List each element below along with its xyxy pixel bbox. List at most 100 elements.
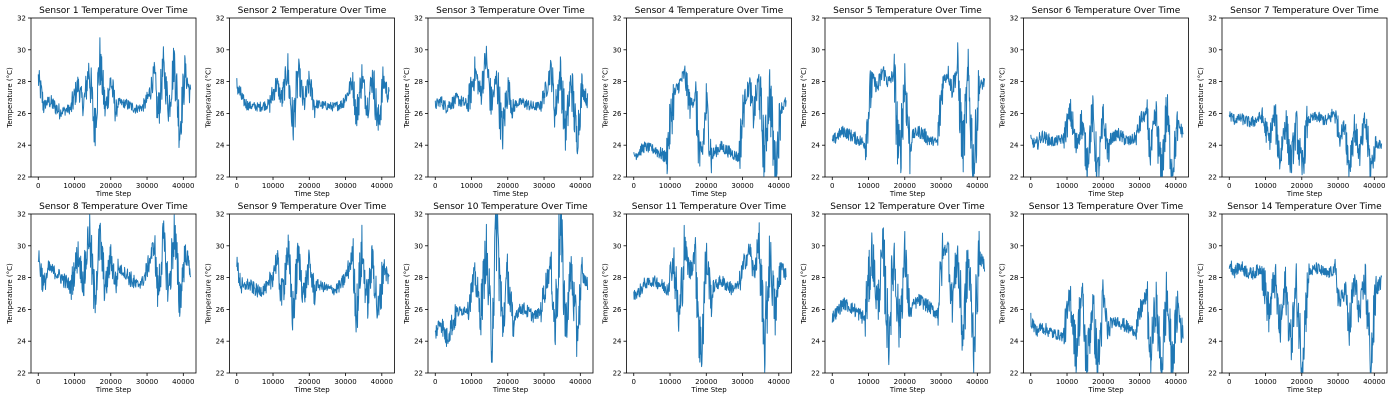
- panel-title: Sensor 8 Temperature Over Time: [39, 202, 188, 212]
- x-tick-label: 10000: [1254, 378, 1276, 386]
- y-tick-label: 24: [811, 338, 820, 346]
- y-tick-label: 30: [1208, 46, 1217, 54]
- temperature-series-line: [1030, 271, 1184, 373]
- y-tick-label: 30: [1010, 242, 1019, 250]
- x-tick-label: 0: [830, 378, 834, 386]
- y-tick-label: 26: [414, 110, 423, 118]
- x-tick-label: 30000: [334, 378, 356, 386]
- y-tick-label: 22: [613, 370, 622, 378]
- y-tick-label: 26: [1010, 110, 1019, 118]
- y-axis-label: Temperature (°C): [800, 67, 808, 129]
- chart-panel: Sensor 7 Temperature Over Time 0 10000 2000…: [1197, 6, 1388, 198]
- x-tick-label: 0: [235, 182, 239, 190]
- x-axis-label: Time Step: [1087, 386, 1124, 394]
- temperature-series-line: [1228, 258, 1383, 373]
- x-tick-label: 30000: [136, 378, 158, 386]
- temperature-series-line: [633, 65, 787, 177]
- x-tick-label: 10000: [659, 182, 681, 190]
- y-tick-label: 22: [414, 370, 423, 378]
- plot-frame: [30, 213, 197, 374]
- y-tick-label: 30: [1010, 46, 1019, 54]
- panel-title: Sensor 10 Temperature Over Time: [433, 202, 588, 212]
- x-tick-label: 30000: [1327, 182, 1349, 190]
- y-tick-label: 24: [613, 338, 622, 346]
- x-tick-label: 0: [36, 378, 40, 386]
- plot-frame: [824, 17, 991, 178]
- y-tick-label: 28: [216, 78, 225, 86]
- panel-title: Sensor 1 Temperature Over Time: [39, 6, 188, 16]
- x-tick-label: 10000: [460, 182, 482, 190]
- x-tick-label: 20000: [100, 378, 122, 386]
- x-tick-label: 20000: [298, 182, 320, 190]
- y-tick-label: 24: [1208, 338, 1217, 346]
- panel-title: Sensor 7 Temperature Over Time: [1230, 6, 1379, 16]
- y-tick-label: 22: [17, 370, 26, 378]
- x-axis-label: Time Step: [293, 386, 330, 394]
- x-tick-label: 0: [1227, 182, 1231, 190]
- x-tick-label: 10000: [1056, 182, 1078, 190]
- y-tick-label: 26: [1010, 306, 1019, 314]
- y-axis-label: Temperature (°C): [205, 263, 213, 325]
- chart-panel: Sensor 10 Temperature Over Time 0 10000 200…: [403, 202, 594, 394]
- plot-frame: [1221, 17, 1388, 178]
- x-tick-label: 40000: [1165, 182, 1187, 190]
- y-tick-label: 26: [216, 306, 225, 314]
- y-axis-label: Temperature (°C): [602, 263, 610, 325]
- x-tick-label: 40000: [966, 182, 988, 190]
- y-tick-label: 24: [216, 142, 225, 150]
- y-tick-label: 26: [1208, 306, 1217, 314]
- panel-title: Sensor 13 Temperature Over Time: [1029, 202, 1184, 212]
- x-tick-label: 30000: [533, 182, 555, 190]
- x-tick-label: 10000: [460, 378, 482, 386]
- y-tick-label: 32: [1010, 211, 1019, 219]
- y-tick-label: 26: [1208, 110, 1217, 118]
- panel-title: Sensor 2 Temperature Over Time: [238, 6, 387, 16]
- y-tick-label: 32: [1010, 15, 1019, 23]
- y-tick-label: 30: [216, 242, 225, 250]
- x-tick-label: 40000: [1165, 378, 1187, 386]
- y-tick-label: 22: [216, 370, 225, 378]
- y-axis-label: Temperature (°C): [205, 67, 213, 129]
- x-tick-label: 20000: [695, 182, 717, 190]
- y-tick-label: 32: [414, 211, 423, 219]
- plot-frame: [30, 17, 197, 178]
- y-tick-label: 28: [17, 78, 26, 86]
- x-tick-label: 0: [36, 182, 40, 190]
- y-tick-label: 22: [811, 370, 820, 378]
- y-tick-label: 22: [17, 174, 26, 182]
- panel-title: Sensor 9 Temperature Over Time: [238, 202, 387, 212]
- temperature-series-line: [236, 224, 390, 333]
- x-tick-label: 30000: [533, 378, 555, 386]
- y-axis-label: Temperature (°C): [1197, 67, 1205, 129]
- y-tick-label: 32: [216, 15, 225, 23]
- x-tick-label: 30000: [1128, 378, 1150, 386]
- x-tick-label: 40000: [371, 378, 393, 386]
- x-axis-label: Time Step: [1286, 386, 1323, 394]
- x-axis-label: Time Step: [95, 190, 132, 198]
- y-axis-label: Temperature (°C): [403, 67, 411, 129]
- y-axis-label: Temperature (°C): [1197, 263, 1205, 325]
- y-tick-label: 30: [17, 242, 26, 250]
- y-tick-label: 32: [216, 211, 225, 219]
- temperature-series-line: [236, 53, 390, 141]
- y-tick-label: 30: [613, 242, 622, 250]
- panel-title: Sensor 12 Temperature Over Time: [830, 202, 985, 212]
- x-tick-label: 30000: [731, 378, 753, 386]
- x-tick-label: 40000: [768, 378, 790, 386]
- x-tick-label: 10000: [262, 378, 284, 386]
- plot-frame: [1023, 213, 1189, 374]
- temperature-series-line: [434, 45, 589, 155]
- x-tick-label: 40000: [1363, 182, 1385, 190]
- chart-panel: Sensor 5 Temperature Over Time 0 10000 2000…: [800, 6, 991, 198]
- x-tick-label: 20000: [1092, 182, 1114, 190]
- temperature-series-line: [831, 227, 986, 373]
- y-tick-label: 26: [613, 306, 622, 314]
- y-tick-label: 22: [1010, 370, 1019, 378]
- x-tick-label: 10000: [262, 182, 284, 190]
- panel-title: Sensor 6 Temperature Over Time: [1032, 6, 1181, 16]
- plot-frame: [229, 213, 395, 374]
- temperature-series-line: [633, 222, 787, 373]
- plot-frame: [1221, 213, 1388, 374]
- y-tick-label: 32: [1208, 211, 1217, 219]
